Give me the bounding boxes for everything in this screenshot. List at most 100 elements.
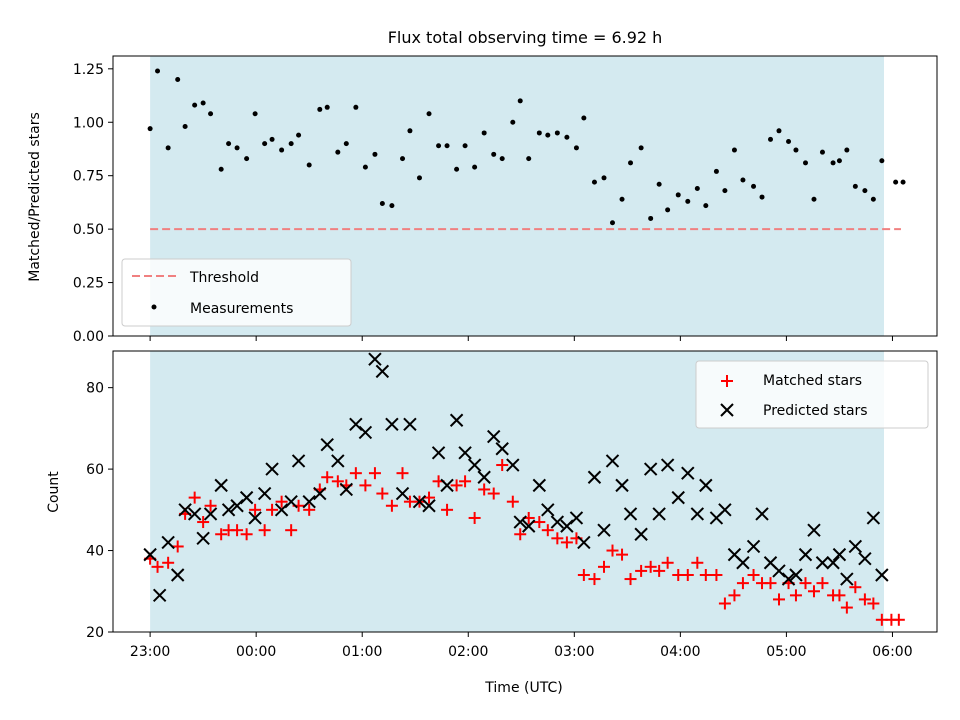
measurement-point: [165, 145, 171, 151]
measurement-point: [536, 130, 542, 136]
bottom-x-axis-label: Time (UTC): [484, 680, 562, 696]
matched-star-point: [551, 532, 564, 545]
matched-star-point: [541, 524, 554, 537]
predicted-star-point: [440, 478, 454, 493]
measurement-point: [900, 179, 906, 185]
predicted-star-point: [789, 568, 803, 582]
measurement-point: [776, 128, 782, 134]
predicted-star-point: [412, 494, 427, 509]
measurement-point: [218, 166, 224, 172]
bottom-x-tick-label: 06:00: [872, 644, 912, 660]
matched-star-point: [644, 560, 657, 573]
predicted-star-point: [495, 442, 509, 456]
top-legend: Threshold Measurements: [121, 258, 352, 327]
measurement-point: [269, 136, 275, 142]
measurement-point: [454, 166, 460, 172]
measurement-point: [279, 147, 285, 153]
measurement-point: [400, 156, 406, 162]
measurement-point: [407, 128, 413, 134]
bottom-y-tick-label: 80: [86, 381, 104, 397]
matched-star-point: [359, 479, 372, 492]
measurement-point: [786, 138, 792, 144]
predicted-star-point: [395, 486, 410, 501]
bottom-legend-box: [695, 360, 929, 429]
matched-star-point: [616, 548, 629, 561]
measurement-point: [324, 104, 330, 110]
predicted-star-point: [652, 507, 666, 521]
predicted-star-point: [875, 568, 889, 582]
matched-star-point: [710, 568, 723, 581]
matched-star-point: [807, 585, 820, 598]
measurement-point: [379, 200, 385, 206]
predicted-star-point: [597, 523, 611, 537]
predicted-star-point: [265, 462, 279, 476]
predicted-star-point: [170, 568, 185, 582]
measurement-point: [389, 203, 395, 209]
predicted-star-point: [339, 482, 354, 497]
predicted-star-point: [302, 494, 316, 509]
measurement-point: [545, 132, 551, 138]
measurement-points: [147, 68, 906, 226]
predicted-star-point: [815, 556, 830, 570]
measurement-point: [426, 111, 432, 117]
matched-star-point: [849, 581, 862, 594]
measurement-point: [836, 158, 842, 164]
predicted-star-point: [257, 486, 272, 501]
measurement-point: [296, 132, 302, 138]
measurement-point: [362, 164, 368, 170]
bottom-x-axis: 23:00 00:00 01:00 02:00 03:00 04:00 05:00 06:00: [130, 632, 913, 660]
bottom-y-axis-label: Count: [46, 471, 62, 513]
predicted-star-point: [431, 446, 446, 460]
measurement-point: [802, 160, 808, 166]
matched-star-point: [635, 564, 648, 577]
measurement-point: [200, 100, 206, 106]
predicted-star-point: [755, 507, 769, 521]
predicted-star-point: [449, 413, 464, 427]
matched-star-point: [275, 495, 288, 508]
measurement-point: [581, 115, 587, 121]
top-legend-box: [121, 258, 352, 327]
predicted-star-point: [214, 478, 228, 493]
predicted-star-point: [161, 535, 175, 550]
matched-star-point: [266, 503, 279, 516]
matched-star-point: [285, 524, 298, 537]
predicted-star-point: [660, 458, 675, 472]
matched-star-point: [349, 467, 362, 480]
predicted-star-point: [196, 531, 210, 546]
measurement-point: [510, 119, 516, 125]
measurement-point: [731, 147, 737, 153]
matched-stars-points: [144, 459, 905, 626]
predicted-star-point: [634, 527, 648, 541]
measurement-point: [751, 183, 757, 189]
predicted-star-point: [239, 490, 254, 505]
predicted-star-point: [569, 511, 584, 525]
matched-star-point: [577, 568, 590, 581]
top-y-tick-label: 0.75: [73, 169, 104, 185]
bottom-legend: Matched stars Predicted stars: [695, 360, 929, 429]
predicted-star-point: [458, 446, 472, 460]
measurement-point: [416, 175, 422, 181]
bottom-x-tick-label: 03:00: [554, 644, 594, 660]
measurement-point: [759, 194, 765, 200]
matched-stars-legend-swatch: [721, 375, 733, 387]
matched-star-point: [215, 528, 228, 541]
measurement-point: [685, 198, 691, 204]
predicted-star-point: [718, 503, 732, 517]
predicted-star-point: [487, 429, 501, 444]
measurement-point: [694, 186, 700, 192]
measurement-point: [554, 130, 560, 136]
matched-star-point: [368, 467, 381, 480]
measurement-point: [372, 151, 378, 157]
measurement-point: [628, 160, 634, 166]
predicted-star-point: [403, 417, 417, 432]
predicted-stars-legend-swatch: [720, 403, 734, 417]
measurement-point: [244, 156, 250, 162]
top-y-tick-label: 0.50: [73, 222, 104, 238]
predicted-star-point: [385, 417, 399, 432]
measurement-point: [491, 151, 497, 157]
matched-star-point: [188, 491, 201, 504]
matched-star-point: [249, 503, 262, 516]
matched-star-point: [321, 471, 334, 484]
predicted-star-point: [623, 507, 638, 521]
